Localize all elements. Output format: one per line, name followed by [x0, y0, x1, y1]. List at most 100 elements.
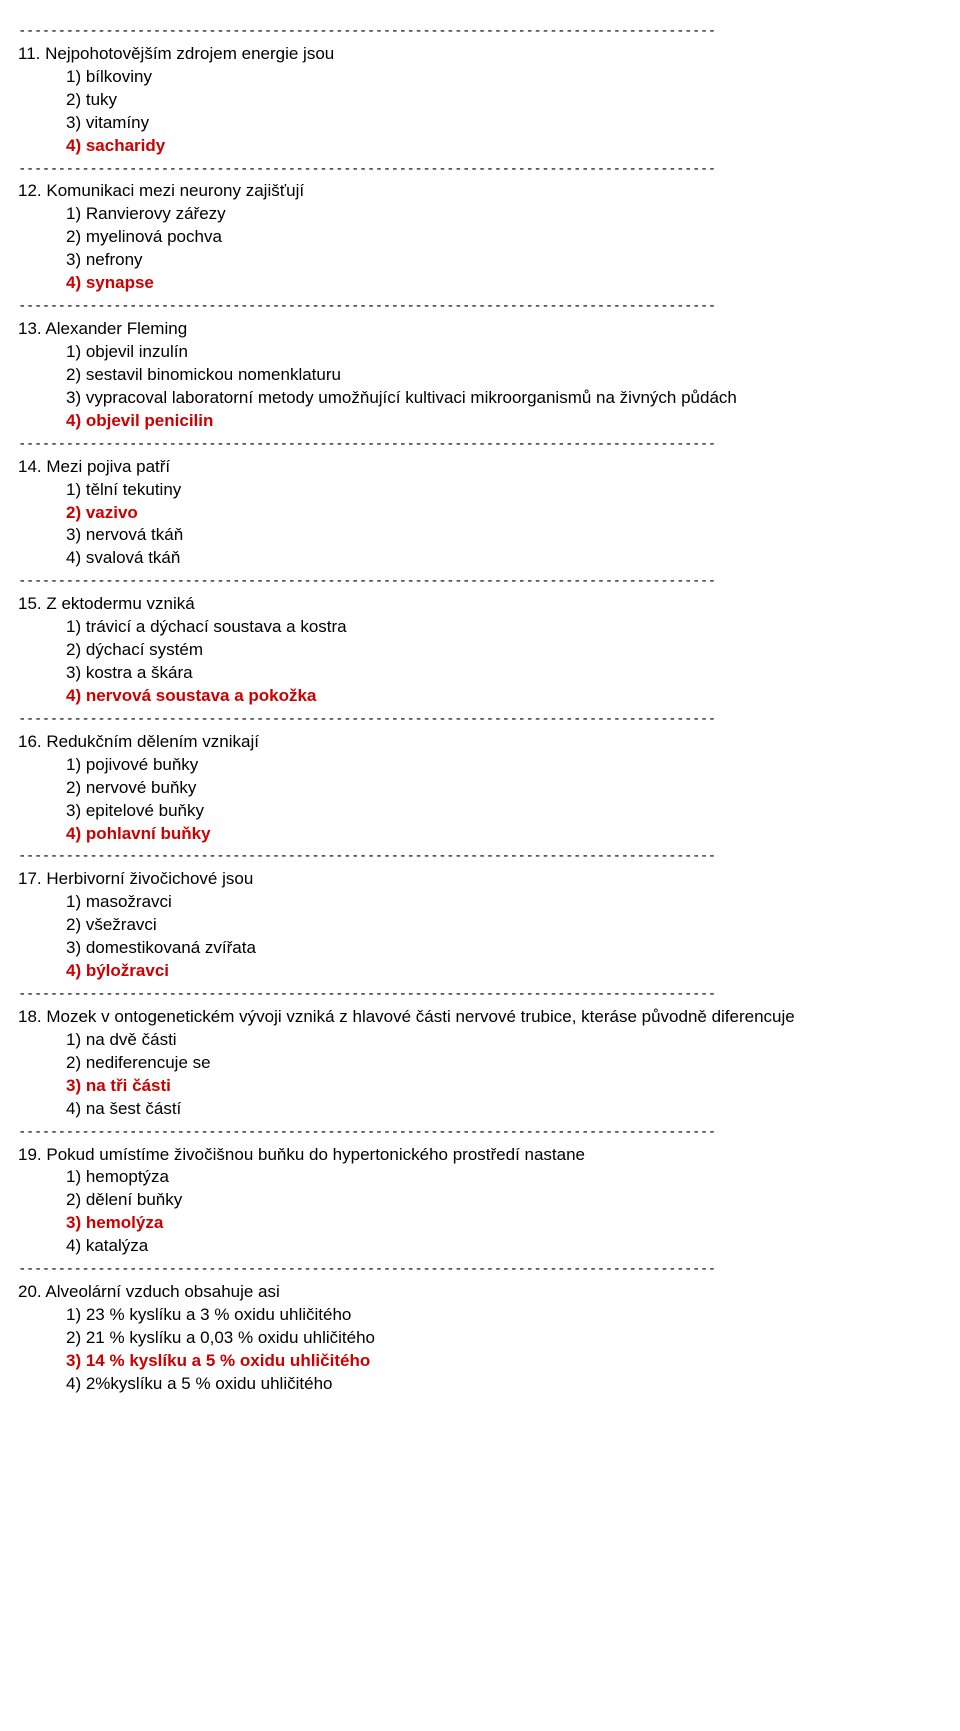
option-number: 4)	[66, 548, 86, 567]
answer-option: 2) 21 % kyslíku a 0,03 % oxidu uhličitéh…	[18, 1327, 942, 1350]
question-text: Alexander Fleming	[45, 319, 187, 338]
option-text: myelinová pochva	[86, 227, 222, 246]
option-number: 3)	[66, 388, 86, 407]
option-text: 23 % kyslíku a 3 % oxidu uhličitého	[86, 1305, 352, 1324]
option-text: vitamíny	[86, 113, 149, 132]
option-text: Ranvierovy zářezy	[86, 204, 226, 223]
answer-option: 3) na tři části	[18, 1075, 942, 1098]
option-text: 21 % kyslíku a 0,03 % oxidu uhličitého	[86, 1328, 375, 1347]
option-number: 4)	[66, 136, 86, 155]
question-number: 19.	[18, 1145, 46, 1164]
option-number: 1)	[66, 480, 86, 499]
question-number: 13.	[18, 319, 45, 338]
option-text: nervové buňky	[86, 778, 197, 797]
option-number: 2)	[66, 503, 86, 522]
option-text: nervová tkáň	[86, 525, 183, 544]
option-text: epitelové buňky	[86, 801, 204, 820]
question-text: Pokud umístíme živočišnou buňku do hyper…	[46, 1145, 585, 1164]
option-text: na tři části	[86, 1076, 171, 1095]
option-number: 2)	[66, 227, 86, 246]
separator: ----------------------------------------…	[18, 1260, 942, 1279]
question-document: ----------------------------------------…	[18, 22, 942, 1396]
question-number: 20.	[18, 1282, 45, 1301]
answer-option: 3) nervová tkáň	[18, 524, 942, 547]
option-text: všežravci	[86, 915, 157, 934]
answer-option: 3) hemolýza	[18, 1212, 942, 1235]
option-text: býložravci	[86, 961, 169, 980]
answer-option: 3) domestikovaná zvířata	[18, 937, 942, 960]
option-number: 2)	[66, 640, 86, 659]
answer-option: 1) bílkoviny	[18, 66, 942, 89]
option-number: 1)	[66, 755, 86, 774]
option-text: pohlavní buňky	[86, 824, 211, 843]
answer-option: 3) epitelové buňky	[18, 800, 942, 823]
option-number: 3)	[66, 663, 86, 682]
answer-option: 3) 14 % kyslíku a 5 % oxidu uhličitého	[18, 1350, 942, 1373]
answer-option: 2) vazivo	[18, 502, 942, 525]
option-text: objevil penicilin	[86, 411, 214, 430]
option-text: hemolýza	[86, 1213, 163, 1232]
option-text: pojivové buňky	[86, 755, 198, 774]
option-number: 1)	[66, 1167, 86, 1186]
option-number: 4)	[66, 411, 86, 430]
answer-option: 3) vypracoval laboratorní metody umožňuj…	[18, 387, 942, 410]
answer-option: 4) na šest částí	[18, 1098, 942, 1121]
option-text: bílkoviny	[86, 67, 152, 86]
answer-option: 1) 23 % kyslíku a 3 % oxidu uhličitého	[18, 1304, 942, 1327]
answer-option: 2) dělení buňky	[18, 1189, 942, 1212]
answer-option: 1) hemoptýza	[18, 1166, 942, 1189]
option-number: 3)	[66, 250, 86, 269]
option-text: sacharidy	[86, 136, 165, 155]
question-block: 13. Alexander Fleming1) objevil inzulín2…	[18, 318, 942, 433]
question-line: 19. Pokud umístíme živočišnou buňku do h…	[18, 1144, 942, 1167]
option-text: dýchací systém	[86, 640, 203, 659]
option-text: domestikovaná zvířata	[86, 938, 256, 957]
option-number: 1)	[66, 617, 86, 636]
answer-option: 2) nediferencuje se	[18, 1052, 942, 1075]
separator: ----------------------------------------…	[18, 297, 942, 316]
option-number: 1)	[66, 67, 86, 86]
option-text: nediferencuje se	[86, 1053, 211, 1072]
option-text: dělení buňky	[86, 1190, 182, 1209]
option-number: 2)	[66, 1328, 86, 1347]
answer-option: 1) tělní tekutiny	[18, 479, 942, 502]
separator: ----------------------------------------…	[18, 435, 942, 454]
answer-option: 2) myelinová pochva	[18, 226, 942, 249]
answer-option: 4) synapse	[18, 272, 942, 295]
option-number: 4)	[66, 686, 86, 705]
option-text: na šest částí	[86, 1099, 181, 1118]
question-number: 15.	[18, 594, 46, 613]
option-number: 3)	[66, 525, 86, 544]
question-line: 16. Redukčním dělením vznikají	[18, 731, 942, 754]
option-text: na dvě části	[86, 1030, 177, 1049]
option-number: 4)	[66, 1236, 86, 1255]
answer-option: 4) svalová tkáň	[18, 547, 942, 570]
question-block: 14. Mezi pojiva patří1) tělní tekutiny2)…	[18, 456, 942, 571]
option-number: 3)	[66, 1213, 86, 1232]
answer-option: 2) sestavil binomickou nomenklaturu	[18, 364, 942, 387]
option-number: 2)	[66, 365, 86, 384]
question-number: 14.	[18, 457, 46, 476]
option-number: 2)	[66, 1190, 86, 1209]
answer-option: 4) býložravci	[18, 960, 942, 983]
answer-option: 3) kostra a škára	[18, 662, 942, 685]
answer-option: 1) Ranvierovy zářezy	[18, 203, 942, 226]
answer-option: 4) 2%kyslíku a 5 % oxidu uhličitého	[18, 1373, 942, 1396]
question-block: 19. Pokud umístíme živočišnou buňku do h…	[18, 1144, 942, 1259]
option-text: objevil inzulín	[86, 342, 188, 361]
option-number: 3)	[66, 801, 86, 820]
option-text: vazivo	[86, 503, 138, 522]
question-block: 17. Herbivorní živočichové jsou1) masožr…	[18, 868, 942, 983]
question-text: Alveolární vzduch obsahuje asi	[45, 1282, 279, 1301]
question-block: 15. Z ektodermu vzniká1) trávicí a dýcha…	[18, 593, 942, 708]
question-text: Mozek v ontogenetickém vývoji vzniká z h…	[46, 1007, 794, 1026]
answer-option: 3) nefrony	[18, 249, 942, 272]
option-number: 1)	[66, 204, 86, 223]
question-line: 12. Komunikaci mezi neurony zajišťují	[18, 180, 942, 203]
question-line: 20. Alveolární vzduch obsahuje asi	[18, 1281, 942, 1304]
option-number: 3)	[66, 113, 86, 132]
separator: ----------------------------------------…	[18, 572, 942, 591]
option-number: 3)	[66, 1076, 86, 1095]
option-text: 14 % kyslíku a 5 % oxidu uhličitého	[86, 1351, 370, 1370]
option-text: hemoptýza	[86, 1167, 169, 1186]
